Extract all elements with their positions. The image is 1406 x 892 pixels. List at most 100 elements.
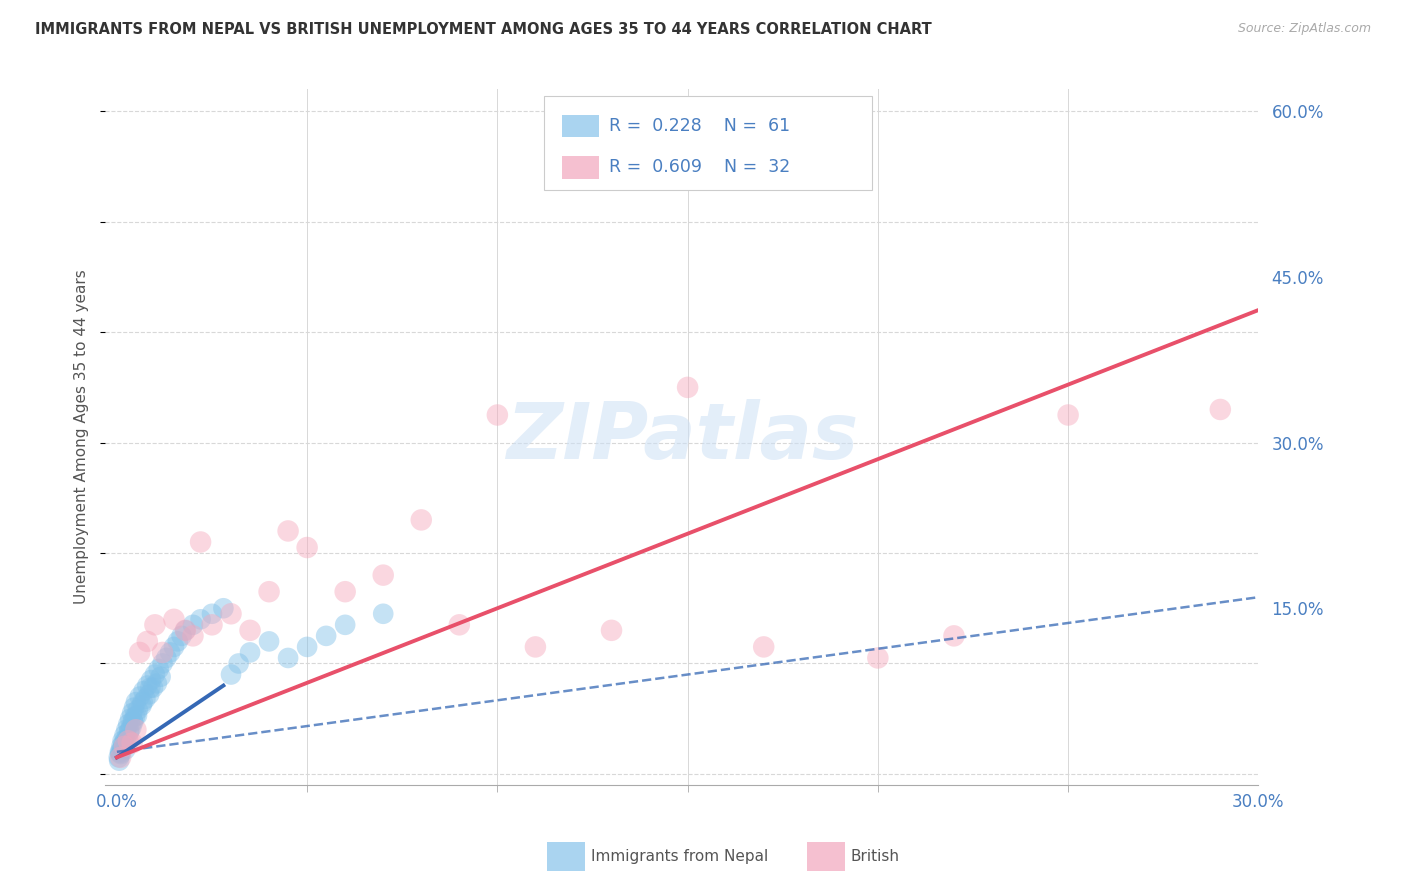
Point (411, 513, 433, 527)
Point (333, 617, 356, 632)
Y-axis label: Unemployment Among Ages 35 to 44 years: Unemployment Among Ages 35 to 44 years (75, 269, 90, 605)
Point (128, 645, 150, 659)
Point (277, 524, 299, 538)
Point (121, 736, 143, 750)
Point (676, 380, 699, 394)
Point (155, 651, 177, 665)
Point (111, 741, 134, 756)
Text: IMMIGRANTS FROM NEPAL VS BRITISH UNEMPLOYMENT AMONG AGES 35 TO 44 YEARS CORRELAT: IMMIGRANTS FROM NEPAL VS BRITISH UNEMPLO… (35, 22, 932, 37)
Text: Source: ZipAtlas.com: Source: ZipAtlas.com (1237, 22, 1371, 36)
Point (1057, 408, 1080, 422)
Point (486, 408, 509, 422)
Point (212, 601, 235, 615)
Point (1209, 402, 1232, 417)
Point (125, 723, 148, 737)
Point (121, 706, 143, 721)
Point (295, 640, 318, 654)
Point (373, 607, 395, 621)
Point (114, 742, 136, 756)
Point (148, 662, 170, 676)
Point (181, 629, 204, 643)
Point (110, 746, 132, 760)
Point (181, 617, 204, 632)
Point (110, 747, 132, 761)
Point (110, 739, 132, 754)
Point (143, 617, 166, 632)
Point (190, 535, 212, 549)
Point (333, 584, 356, 599)
Point (139, 673, 162, 687)
Point (170, 629, 193, 643)
Point (201, 617, 224, 632)
Text: ZIPatlas: ZIPatlas (506, 399, 858, 475)
Point (108, 745, 131, 759)
Point (122, 714, 145, 729)
Point (143, 667, 166, 681)
Point (114, 739, 136, 754)
Point (136, 679, 159, 693)
Point (118, 723, 141, 738)
FancyBboxPatch shape (562, 156, 599, 178)
Point (122, 700, 145, 714)
Point (149, 670, 172, 684)
Point (134, 691, 156, 706)
Point (146, 676, 169, 690)
Point (449, 617, 471, 632)
Point (128, 690, 150, 704)
Point (111, 733, 134, 747)
Point (295, 541, 318, 555)
Text: Immigrants from Nepal: Immigrants from Nepal (591, 849, 768, 863)
Point (120, 712, 142, 726)
Text: R =  0.609    N =  32: R = 0.609 N = 32 (609, 159, 790, 177)
Point (127, 703, 149, 717)
Point (239, 645, 262, 659)
Point (131, 698, 153, 713)
Point (115, 723, 138, 737)
Point (152, 657, 174, 671)
Point (110, 750, 132, 764)
Point (942, 629, 965, 643)
Point (174, 624, 197, 638)
Point (219, 607, 242, 621)
Point (114, 732, 136, 747)
Point (132, 695, 155, 709)
FancyBboxPatch shape (544, 96, 872, 190)
Point (174, 624, 197, 638)
Text: R =  0.228    N =  61: R = 0.228 N = 61 (609, 117, 790, 135)
Point (159, 645, 181, 659)
Point (219, 667, 242, 681)
Point (132, 684, 155, 698)
Point (117, 731, 139, 746)
Point (118, 725, 141, 739)
Point (138, 687, 160, 701)
Point (121, 714, 143, 728)
Text: British: British (851, 849, 900, 863)
Point (257, 634, 280, 648)
Point (315, 629, 337, 643)
Point (201, 607, 224, 621)
Point (139, 681, 162, 695)
Point (239, 624, 262, 638)
Point (152, 645, 174, 659)
Point (142, 681, 165, 695)
Point (600, 624, 623, 638)
FancyBboxPatch shape (562, 114, 599, 136)
Point (125, 708, 148, 723)
Point (524, 640, 547, 654)
Point (108, 754, 131, 768)
Point (190, 612, 212, 626)
Point (117, 733, 139, 747)
Point (163, 612, 186, 626)
Point (866, 651, 889, 665)
Point (228, 657, 250, 671)
Point (107, 750, 129, 764)
Point (752, 640, 775, 654)
Point (136, 634, 159, 648)
Point (257, 584, 280, 599)
Point (114, 728, 136, 742)
Point (112, 736, 135, 750)
Point (117, 717, 139, 731)
Point (166, 634, 188, 648)
Point (277, 651, 299, 665)
Point (163, 640, 186, 654)
